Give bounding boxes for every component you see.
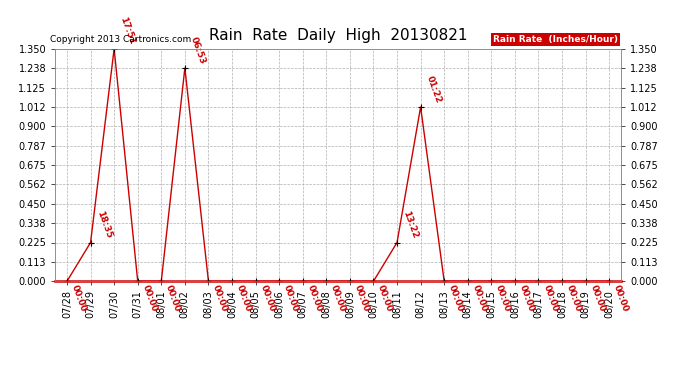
Text: 17:51: 17:51 bbox=[118, 16, 137, 46]
Text: 00:00: 00:00 bbox=[282, 284, 300, 314]
Text: 00:00: 00:00 bbox=[306, 284, 324, 314]
Text: 00:00: 00:00 bbox=[141, 284, 159, 314]
Text: 00:00: 00:00 bbox=[589, 284, 607, 314]
Text: 00:00: 00:00 bbox=[471, 284, 489, 314]
Text: 00:00: 00:00 bbox=[70, 284, 88, 314]
Text: 00:00: 00:00 bbox=[518, 284, 535, 314]
Text: 00:00: 00:00 bbox=[329, 284, 347, 314]
Text: 18:35: 18:35 bbox=[95, 210, 113, 240]
Text: 00:00: 00:00 bbox=[164, 284, 182, 314]
Text: 00:00: 00:00 bbox=[612, 284, 630, 314]
Text: Rain Rate  (Inches/Hour): Rain Rate (Inches/Hour) bbox=[493, 35, 618, 44]
Text: 13:22: 13:22 bbox=[401, 210, 420, 240]
Title: Rain  Rate  Daily  High  20130821: Rain Rate Daily High 20130821 bbox=[209, 28, 467, 44]
Text: 00:00: 00:00 bbox=[235, 284, 253, 314]
Text: 00:00: 00:00 bbox=[565, 284, 583, 314]
Text: 00:00: 00:00 bbox=[376, 284, 394, 314]
Text: 06:53: 06:53 bbox=[189, 35, 207, 65]
Text: 01:22: 01:22 bbox=[425, 74, 443, 104]
Text: 00:00: 00:00 bbox=[211, 284, 229, 314]
Text: 00:00: 00:00 bbox=[258, 284, 277, 314]
Text: 00:00: 00:00 bbox=[541, 284, 560, 314]
Text: Copyright 2013 Cartronics.com: Copyright 2013 Cartronics.com bbox=[50, 35, 191, 44]
Text: 00:00: 00:00 bbox=[353, 284, 371, 314]
Text: 00:00: 00:00 bbox=[494, 284, 512, 314]
Text: 00:00: 00:00 bbox=[447, 284, 465, 314]
